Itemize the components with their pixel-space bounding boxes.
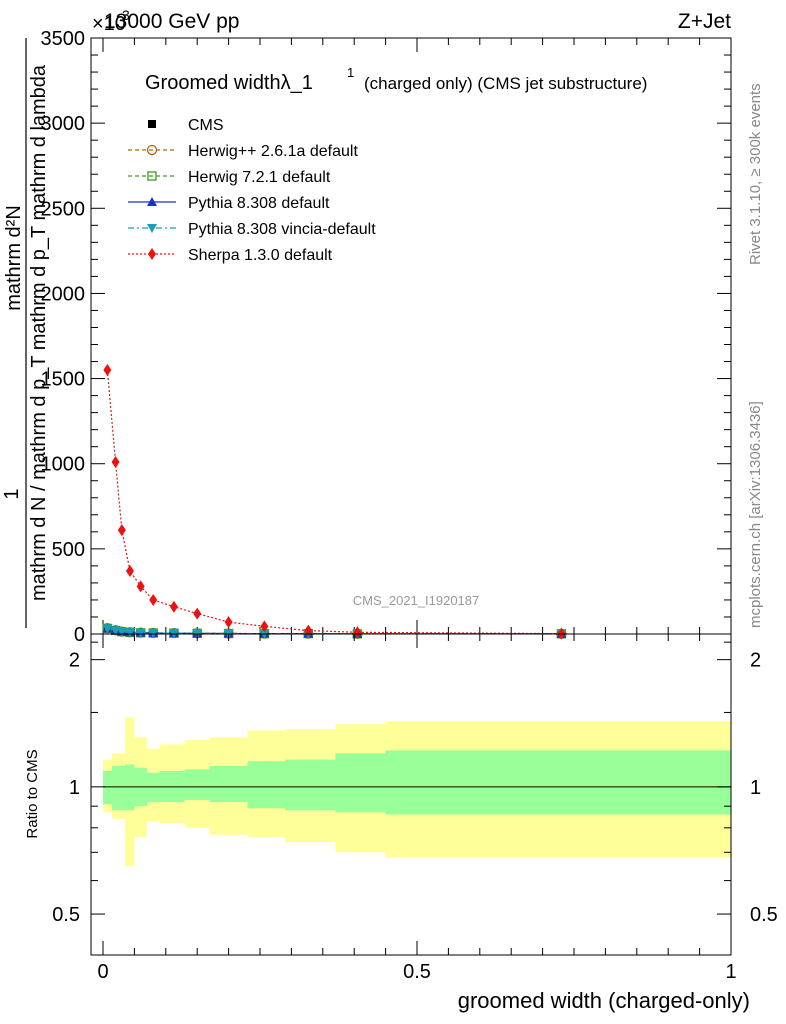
- series-line: [106, 370, 562, 635]
- data-point: [193, 607, 202, 620]
- data-point: [353, 626, 362, 639]
- data-point: [135, 628, 146, 638]
- legend-label: Herwig++ 2.6.1a default: [188, 143, 358, 160]
- legend-entry: Pythia 8.308 vincia-default: [128, 221, 376, 238]
- watermark: CMS_2021_I1920187: [353, 593, 480, 608]
- main-ytick-label: 3500: [41, 28, 86, 50]
- main-ytick-label: 1500: [41, 369, 86, 391]
- main-ytick-label: 3000: [41, 113, 86, 135]
- data-point: [117, 524, 126, 537]
- plot-title-sup: 1: [347, 65, 354, 80]
- data-point: [169, 600, 178, 613]
- data-point: [102, 624, 113, 634]
- exponent-power: 3: [122, 7, 130, 23]
- data-point: [148, 628, 159, 638]
- ratio-ytick-label: 1: [69, 777, 80, 799]
- ylabel-numerator: mathrm d²N: [3, 205, 25, 311]
- ratio-ytick-label: 2: [69, 650, 80, 672]
- rivet-label: Rivet 3.1.10, ≥ 300k events: [747, 83, 764, 265]
- data-point: [148, 248, 156, 260]
- ratio-ytick-label-right: 2: [750, 650, 761, 672]
- plot-title-suffix: (charged only) (CMS jet substructure): [364, 74, 647, 93]
- process-label: Z+Jet: [678, 10, 731, 33]
- data-point: [146, 144, 158, 156]
- data-point: [148, 120, 156, 128]
- legend-entry: CMS: [148, 117, 224, 134]
- ratio-ytick-label: 0.5: [52, 904, 80, 926]
- ratio-ylabel: Ratio to CMS: [24, 749, 41, 838]
- xtick-label: 1: [725, 961, 736, 983]
- data-point: [136, 580, 145, 593]
- xtick-label: 0: [97, 961, 108, 983]
- main-plot: 0 500 1000 1500 2000 2500 3000 3500 CMS_2021_I1…: [41, 28, 732, 646]
- data-point: [125, 628, 136, 638]
- legend-label: Pythia 8.308 default: [188, 195, 330, 212]
- legend-entry: Sherpa 1.3.0 default: [128, 247, 333, 264]
- exponent-label: ×10: [92, 13, 126, 35]
- data-point: [103, 364, 112, 377]
- ratio-plot-frame: [90, 633, 732, 956]
- legend-entry: Pythia 8.308 default: [128, 195, 330, 212]
- main-ylabel: 1 mathrm d²N mathrm d N / mathrm d p_T m…: [1, 38, 50, 628]
- legend-label: Sherpa 1.3.0 default: [188, 247, 333, 264]
- main-ytick-label: 2000: [41, 283, 86, 305]
- ratio-ytick-label-right: 0.5: [750, 904, 778, 926]
- data-point: [147, 197, 157, 206]
- xtick-label: 0.5: [403, 961, 431, 983]
- main-ytick-label: 500: [52, 539, 85, 561]
- legend-label: Pythia 8.308 vincia-default: [188, 221, 376, 238]
- data-point: [147, 224, 157, 233]
- series-sherpa-1-3-0-default: [103, 364, 566, 640]
- main-ytick-label: 2500: [41, 198, 86, 220]
- ylabel-denominator: mathrm d N / mathrm d p_T mathrm d p_T m…: [28, 64, 50, 601]
- data-point: [224, 616, 233, 629]
- data-point: [260, 620, 269, 633]
- plot-title: Groomed widthλ_1: [145, 72, 313, 94]
- ratio-ytick-label-right: 1: [750, 777, 761, 799]
- ratio-inner-band: [103, 750, 731, 815]
- legend-label: Herwig 7.2.1 default: [188, 169, 331, 186]
- main-ytick-label: 1000: [41, 454, 86, 476]
- main-ytick-label: 0: [74, 624, 85, 646]
- data-point: [116, 627, 127, 637]
- data-point: [126, 564, 135, 577]
- legend-label: CMS: [188, 117, 224, 134]
- data-point: [147, 171, 157, 181]
- mcplots-label: mcplots.cern.ch [arXiv:1306.3436]: [747, 401, 764, 628]
- ylabel-one: 1: [1, 488, 23, 499]
- legend-entry: Herwig 7.2.1 default: [128, 169, 331, 186]
- data-point: [149, 593, 158, 606]
- ratio-plot: 0.5 0.5 1 1 2 2 0 0.5 1 Ratio to CMS groomed wi…: [24, 633, 778, 1013]
- energy-label: 13000 GeV pp: [104, 10, 239, 33]
- x-axis-label: groomed width (charged-only): [458, 988, 750, 1013]
- main-plot-frame: [90, 37, 732, 635]
- data-point: [111, 456, 120, 469]
- legend-entry: Herwig++ 2.6.1a default: [128, 143, 358, 160]
- legend: CMS Herwig++ 2.6.1a default Herwig 7.2.1 d…: [128, 117, 376, 264]
